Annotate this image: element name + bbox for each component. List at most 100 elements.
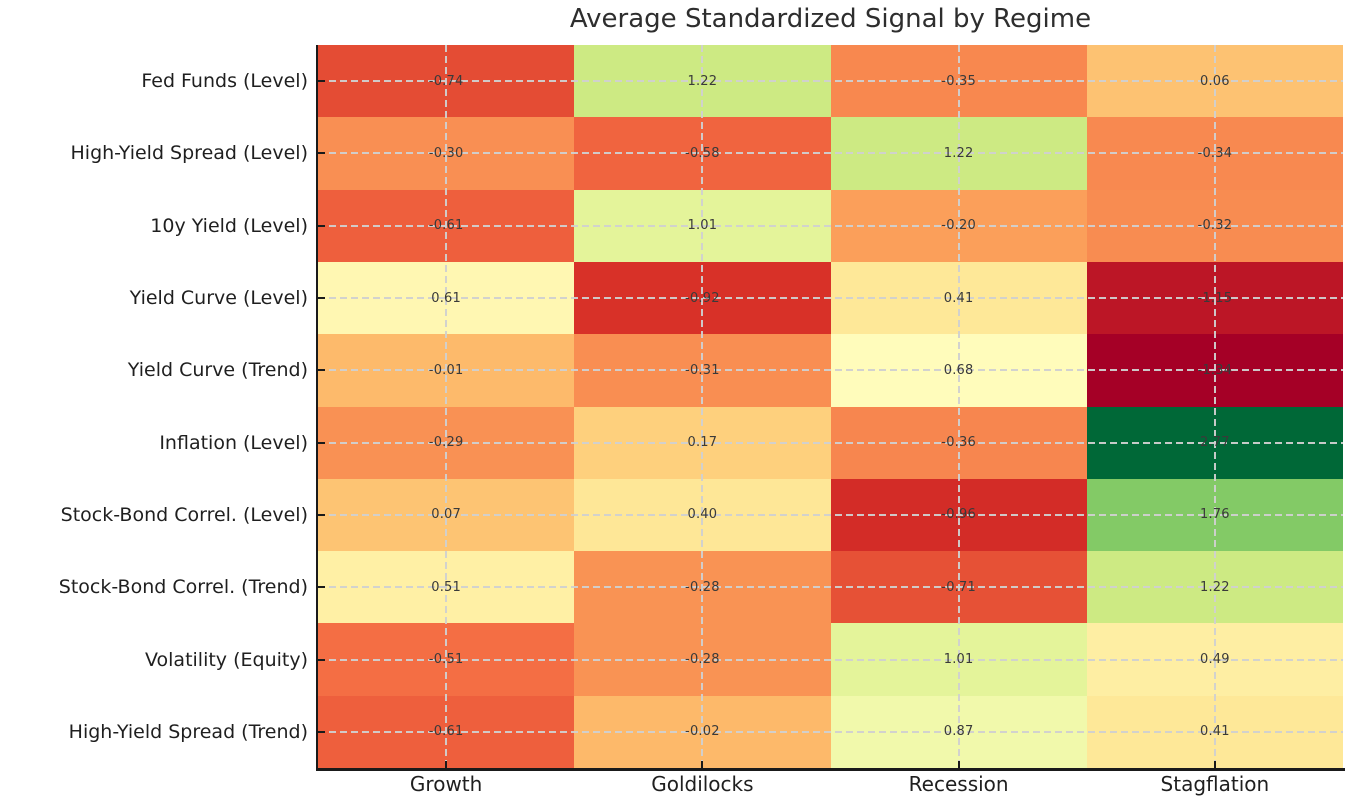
cell-value: 1.01: [943, 652, 974, 668]
cell-value: 0.51: [431, 579, 461, 595]
cell-value: 1.22: [1200, 579, 1230, 595]
heatmap-grid: -0.74 1.22 -0.35 0.06 -0.30 -0.58 1.22 -0.34 -0.…: [318, 45, 1343, 768]
heatmap-cell: 0.07: [318, 478, 575, 552]
y-tick-label: Stock-Bond Correl. (Level): [60, 503, 308, 526]
cell-value: 1.76: [1200, 507, 1230, 523]
tick-mark: [701, 761, 704, 768]
cell-value: -0.01: [428, 362, 464, 378]
cell-value: -0.71: [941, 579, 976, 595]
tick-mark: [318, 513, 325, 516]
heatmap-cell: -0.74: [318, 45, 575, 118]
heatmap-cell: 0.68: [830, 334, 1087, 407]
y-tick-label: Fed Funds (Level): [141, 70, 308, 93]
heatmap-cell: -0.92: [574, 261, 831, 335]
cell-value: 0.49: [1200, 652, 1230, 668]
heatmap-cell: 2.77: [1086, 406, 1343, 479]
heatmap-cell: -0.32: [1086, 189, 1343, 262]
heatmap-cell: -0.30: [318, 117, 575, 190]
tick-mark: [957, 761, 960, 768]
y-tick-label: Yield Curve (Trend): [127, 359, 308, 382]
cell-value: -0.51: [428, 652, 464, 668]
cell-value: 0.40: [687, 507, 718, 523]
y-tick-label: Stock-Bond Correl. (Trend): [58, 576, 308, 599]
heatmap-cell: 0.49: [1086, 623, 1343, 696]
heatmap-cell: -1.34: [1086, 334, 1343, 407]
cell-value: 0.17: [687, 435, 718, 451]
axis-spine-bottom: [316, 768, 1345, 771]
heatmap-cell: -0.28: [574, 551, 831, 624]
plot-area: -0.74 1.22 -0.35 0.06 -0.30 -0.58 1.22 -0.34 -0.…: [318, 45, 1343, 768]
heatmap-cell: 0.06: [1086, 45, 1343, 118]
heatmap-cell: 1.01: [574, 189, 831, 262]
heatmap-cell: -0.71: [830, 551, 1087, 624]
heatmap-cell: 1.22: [574, 45, 831, 118]
cell-value: -1.15: [1197, 290, 1233, 306]
heatmap-cell: -0.02: [574, 695, 831, 768]
heatmap-cell: 0.41: [1086, 695, 1343, 768]
heatmap-cell: 0.41: [830, 261, 1087, 335]
cell-value: 0.06: [1200, 73, 1230, 89]
x-tick-label: Recession: [908, 772, 1009, 796]
cell-value: -0.32: [1197, 218, 1233, 234]
tick-mark: [318, 152, 325, 155]
tick-mark: [318, 586, 325, 589]
heatmap-cell: 0.17: [574, 406, 831, 479]
cell-value: 0.68: [943, 362, 974, 378]
cell-value: 1.22: [687, 73, 718, 89]
y-tick-label: High-Yield Spread (Level): [70, 142, 308, 165]
tick-mark: [1213, 761, 1216, 768]
cell-value: -0.34: [1197, 145, 1233, 161]
cell-value: -0.92: [685, 290, 720, 306]
cell-value: 1.22: [943, 145, 974, 161]
heatmap-cell: 1.01: [830, 623, 1087, 696]
x-tick-label: Goldilocks: [651, 772, 754, 796]
cell-value: 2.77: [1200, 435, 1230, 451]
cell-value: -0.35: [941, 73, 976, 89]
heatmap-cell: -0.35: [830, 45, 1087, 118]
y-tick-label: Volatility (Equity): [145, 648, 308, 671]
heatmap-cell: -0.96: [830, 478, 1087, 552]
heatmap-cell: -1.15: [1086, 261, 1343, 335]
heatmap-cell: 1.76: [1086, 478, 1343, 552]
cell-value: -0.20: [941, 218, 976, 234]
cell-value: -0.61: [428, 218, 464, 234]
heatmap-cell: -0.61: [318, 189, 575, 262]
heatmap-cell: -0.34: [1086, 117, 1343, 190]
y-tick-label: 10y Yield (Level): [150, 214, 308, 237]
tick-mark: [318, 730, 325, 733]
x-tick-label: Stagflation: [1160, 772, 1270, 796]
cell-value: -0.02: [685, 724, 720, 740]
cell-value: -1.34: [1197, 362, 1233, 378]
heatmap-cell: 1.22: [1086, 551, 1343, 624]
x-tick-label: Growth: [409, 772, 483, 796]
heatmap-cell: 1.22: [830, 117, 1087, 190]
cell-value: 0.87: [943, 724, 974, 740]
cell-value: 0.41: [943, 290, 974, 306]
cell-value: -0.61: [428, 724, 464, 740]
cell-value: 0.61: [431, 290, 461, 306]
heatmap-cell: -0.20: [830, 189, 1087, 262]
heatmap-cell: 0.87: [830, 695, 1087, 768]
cell-value: -0.28: [685, 579, 720, 595]
heatmap-cell: 0.40: [574, 478, 831, 552]
tick-mark: [318, 297, 325, 300]
heatmap-cell: -0.58: [574, 117, 831, 190]
y-tick-label: High-Yield Spread (Trend): [68, 720, 308, 743]
heatmap-cell: -0.51: [318, 623, 575, 696]
tick-mark: [318, 658, 325, 661]
cell-value: -0.29: [428, 435, 464, 451]
axis-spine-left: [316, 45, 318, 771]
tick-mark: [318, 224, 325, 227]
cell-value: 1.01: [687, 218, 718, 234]
cell-value: -0.28: [685, 652, 720, 668]
heatmap-cell: -0.61: [318, 695, 575, 768]
tick-mark: [318, 80, 325, 83]
heatmap-cell: -0.29: [318, 406, 575, 479]
cell-value: 0.07: [431, 507, 461, 523]
heatmap-cell: -0.31: [574, 334, 831, 407]
cell-value: 0.41: [1200, 724, 1230, 740]
cell-value: -0.58: [685, 145, 720, 161]
heatmap-cell: 0.51: [318, 551, 575, 624]
chart-title: Average Standardized Signal by Regime: [569, 4, 1092, 34]
